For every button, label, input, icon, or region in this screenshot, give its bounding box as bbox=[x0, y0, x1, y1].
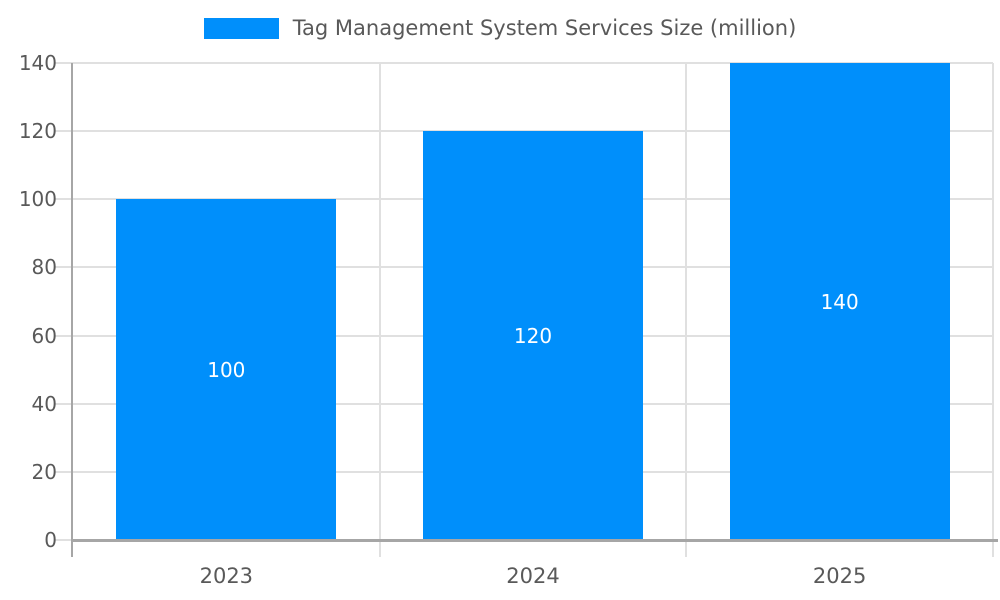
gridline-vertical bbox=[685, 63, 688, 557]
bar bbox=[423, 131, 643, 540]
gridline-vertical bbox=[378, 63, 381, 557]
bar-value-label: 140 bbox=[820, 289, 859, 314]
x-axis-line bbox=[73, 539, 998, 542]
bar bbox=[729, 63, 950, 540]
y-axis-tick-label: 100 bbox=[18, 187, 57, 212]
legend-swatch-icon bbox=[203, 17, 279, 39]
y-axis-tick-label: 120 bbox=[18, 119, 57, 144]
y-axis-tick-label: 80 bbox=[31, 255, 57, 280]
x-axis-tick-label: 2024 bbox=[506, 564, 560, 588]
y-axis-line bbox=[71, 63, 73, 557]
x-axis-tick-label: 2025 bbox=[812, 564, 867, 588]
gridline-vertical bbox=[992, 63, 994, 557]
bar bbox=[116, 199, 337, 540]
legend-label: Tag Management System Services Size (mil… bbox=[292, 16, 797, 40]
y-axis-tick-label: 140 bbox=[18, 51, 57, 75]
gridline-horizontal bbox=[55, 62, 993, 64]
y-axis-tick-label: 60 bbox=[31, 323, 57, 348]
y-axis-tick-label: 0 bbox=[44, 528, 57, 552]
y-axis-tick bbox=[55, 539, 73, 541]
bar-value-label: 120 bbox=[513, 323, 553, 348]
legend[interactable]: Tag Management System Services Size (mil… bbox=[0, 16, 1000, 40]
y-axis-tick-label: 20 bbox=[31, 459, 57, 484]
x-axis-tick-label: 2023 bbox=[199, 564, 254, 588]
bar-value-label: 100 bbox=[207, 357, 246, 382]
y-axis-tick-label: 40 bbox=[31, 391, 57, 416]
